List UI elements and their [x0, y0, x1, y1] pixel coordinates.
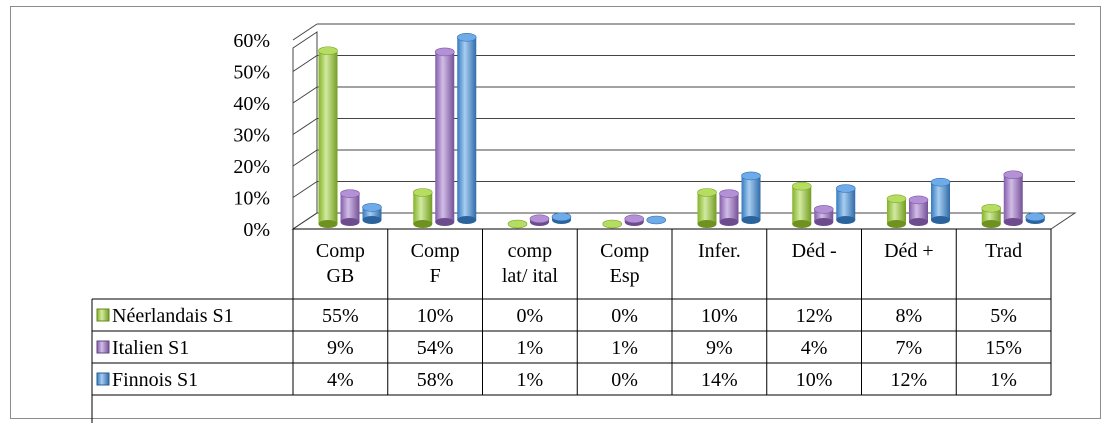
data-label: 0%: [611, 369, 638, 391]
data-label: 9%: [327, 337, 354, 359]
y-tick-label: 30%: [233, 125, 270, 147]
data-label: 14%: [701, 369, 738, 391]
bar-finnois-s1-4: [741, 171, 761, 224]
bar-italien-s1-5: [813, 205, 834, 226]
data-label: 4%: [801, 337, 828, 359]
bar-italien-s1-2: [529, 214, 550, 226]
data-label: 54%: [417, 337, 454, 359]
data-label: 10%: [417, 305, 454, 327]
bar-n-erlandais-s1-7: [981, 203, 1002, 228]
data-label: 55%: [322, 305, 359, 327]
gridline-side: [292, 118, 318, 135]
bar-italien-s1-4: [719, 189, 739, 226]
data-label: 1%: [517, 337, 544, 359]
category-label: Esp: [610, 265, 640, 287]
category-label: lat/ ital: [502, 265, 559, 287]
bar-n-erlandais-s1-5: [791, 181, 812, 228]
bar-n-erlandais-s1-6: [886, 194, 907, 228]
category-label: Déd -: [792, 240, 837, 262]
data-label: 58%: [417, 369, 454, 391]
data-label: 0%: [517, 305, 544, 327]
gridline-side: [292, 181, 318, 198]
y-tick-label: 60%: [233, 30, 270, 52]
category-label: Déd +: [884, 240, 934, 262]
data-label: 8%: [896, 305, 923, 327]
side-wall: [292, 31, 318, 230]
legend-key-icon: [96, 340, 110, 354]
data-label: 4%: [327, 369, 354, 391]
category-label: GB: [326, 265, 354, 287]
bar-finnois-s1-0: [362, 203, 382, 224]
bar-finnois-s1-7: [1025, 212, 1046, 224]
category-label: F: [430, 265, 441, 287]
legend-label: Néerlandais S1: [112, 305, 234, 327]
legend-label: Finnois S1: [112, 369, 198, 391]
gridline-side: [292, 23, 318, 41]
data-label: 1%: [990, 369, 1017, 391]
category-label: comp: [508, 240, 552, 262]
category-label: Trad: [985, 240, 1022, 262]
y-tick-label: 10%: [233, 188, 270, 210]
bar-n-erlandais-s1-3: [602, 219, 623, 229]
bar-n-erlandais-s1-2: [507, 219, 528, 229]
bar-n-erlandais-s1-1: [412, 188, 433, 228]
data-label: 15%: [985, 337, 1022, 359]
bar-finnois-s1-2: [551, 212, 572, 224]
data-label: 12%: [891, 369, 928, 391]
gridline-side: [292, 86, 318, 104]
data-label: 1%: [611, 337, 638, 359]
legend-key-icon: [96, 372, 110, 386]
bar-italien-s1-3: [624, 214, 645, 226]
bar-finnois-s1-5: [835, 184, 856, 224]
data-label: 12%: [796, 305, 833, 327]
data-label: 10%: [796, 369, 833, 391]
category-label: Infer.: [698, 240, 741, 262]
bar-n-erlandais-s1-0: [318, 46, 338, 228]
bar-italien-s1-7: [1003, 170, 1024, 226]
y-tick-label: 50%: [233, 62, 270, 84]
data-label: 0%: [611, 305, 638, 327]
gridline-side: [292, 212, 318, 230]
bar-italien-s1-6: [908, 195, 929, 226]
bar-finnois-s1-3: [646, 215, 667, 225]
y-tick-label: 0%: [243, 219, 270, 241]
gridline-side: [292, 55, 318, 72]
data-label: 5%: [990, 305, 1017, 327]
floor: [291, 212, 1077, 230]
gridline-side: [292, 149, 318, 167]
y-tick-label: 40%: [233, 93, 270, 115]
bar-finnois-s1-6: [930, 177, 951, 224]
bar-italien-s1-0: [340, 189, 360, 226]
legend-key-icon: [96, 308, 110, 322]
data-label: 1%: [517, 369, 544, 391]
data-label: 9%: [706, 337, 733, 359]
data-label: 7%: [896, 337, 923, 359]
bar-finnois-s1-1: [456, 32, 477, 224]
data-label: 10%: [701, 305, 738, 327]
category-label: Comp: [600, 240, 649, 262]
bar-n-erlandais-s1-4: [697, 188, 717, 228]
category-label: Comp: [411, 240, 460, 262]
category-label: Comp: [316, 240, 365, 262]
legend-label: Italien S1: [112, 337, 189, 359]
bar-italien-s1-1: [434, 47, 455, 226]
y-tick-label: 20%: [233, 156, 270, 178]
